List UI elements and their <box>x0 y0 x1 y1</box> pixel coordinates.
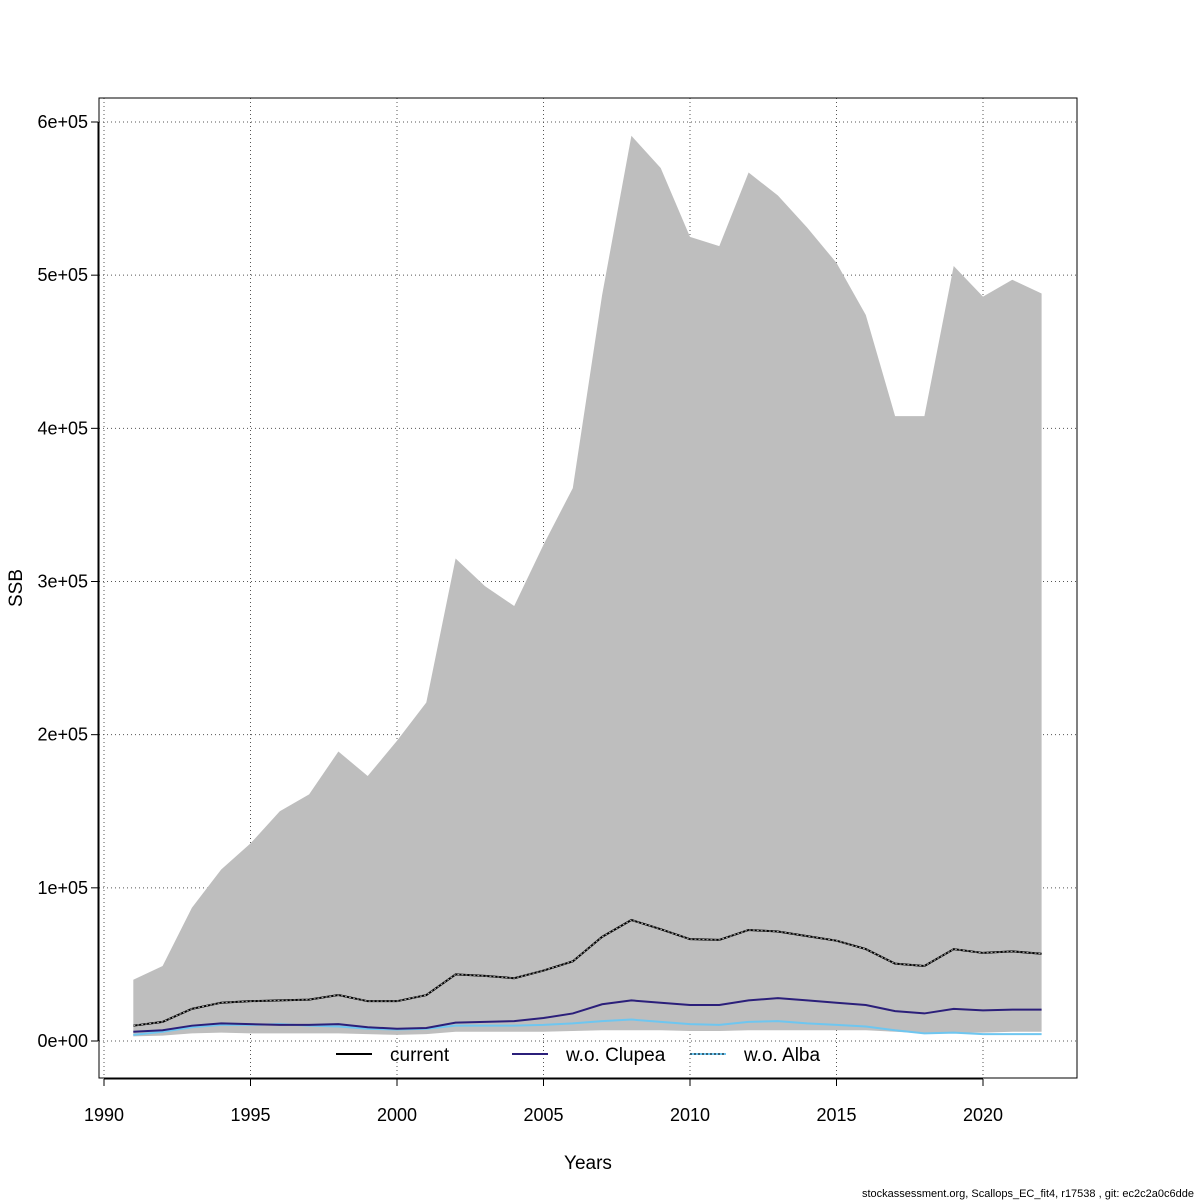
y-tick-label-0: 0e+00 <box>37 1031 88 1051</box>
confidence-band-layer <box>133 135 1042 1037</box>
legend-w-o-clupea-label: w.o. Clupea <box>565 1045 666 1066</box>
legend-current-label: current <box>390 1045 450 1066</box>
y-axis-label: SSB <box>6 569 27 607</box>
y-tick-label-4: 4e+05 <box>37 418 88 438</box>
axes: 1990 1995 2000 2005 2010 2015 2020 0e+00 1e+05 2e… <box>37 112 1003 1125</box>
y-tick-label-3: 3e+05 <box>37 572 88 592</box>
x-axis-label: Years <box>564 1153 612 1174</box>
x-tick-label-1995: 1995 <box>230 1105 270 1125</box>
x-tick-label-2005: 2005 <box>523 1105 563 1125</box>
y-tick-label-2: 2e+05 <box>37 725 88 745</box>
x-tick-label-2010: 2010 <box>670 1105 710 1125</box>
series-w-o-clupea-line <box>133 997 1042 1033</box>
y-tick-label-6: 6e+05 <box>37 112 88 132</box>
legend: current w.o. Clupea w.o. Alba <box>336 1045 820 1066</box>
x-tick-label-2020: 2020 <box>963 1105 1003 1125</box>
legend-w-o-alba-label: w.o. Alba <box>743 1045 820 1066</box>
y-tick-label-5: 5e+05 <box>37 265 88 285</box>
footer-credit: stockassessment.org, Scallops_EC_fit4, r… <box>862 1188 1194 1200</box>
x-tick-label-2015: 2015 <box>816 1105 856 1125</box>
series-layer <box>133 918 1042 1036</box>
x-tick-label-2000: 2000 <box>377 1105 417 1125</box>
series-current-line-overlay <box>133 919 1042 1027</box>
x-tick-label-1990: 1990 <box>84 1105 124 1125</box>
y-tick-label-1: 1e+05 <box>37 878 88 898</box>
plot-frame <box>98 97 1078 1079</box>
confidence-band <box>133 135 1042 1037</box>
